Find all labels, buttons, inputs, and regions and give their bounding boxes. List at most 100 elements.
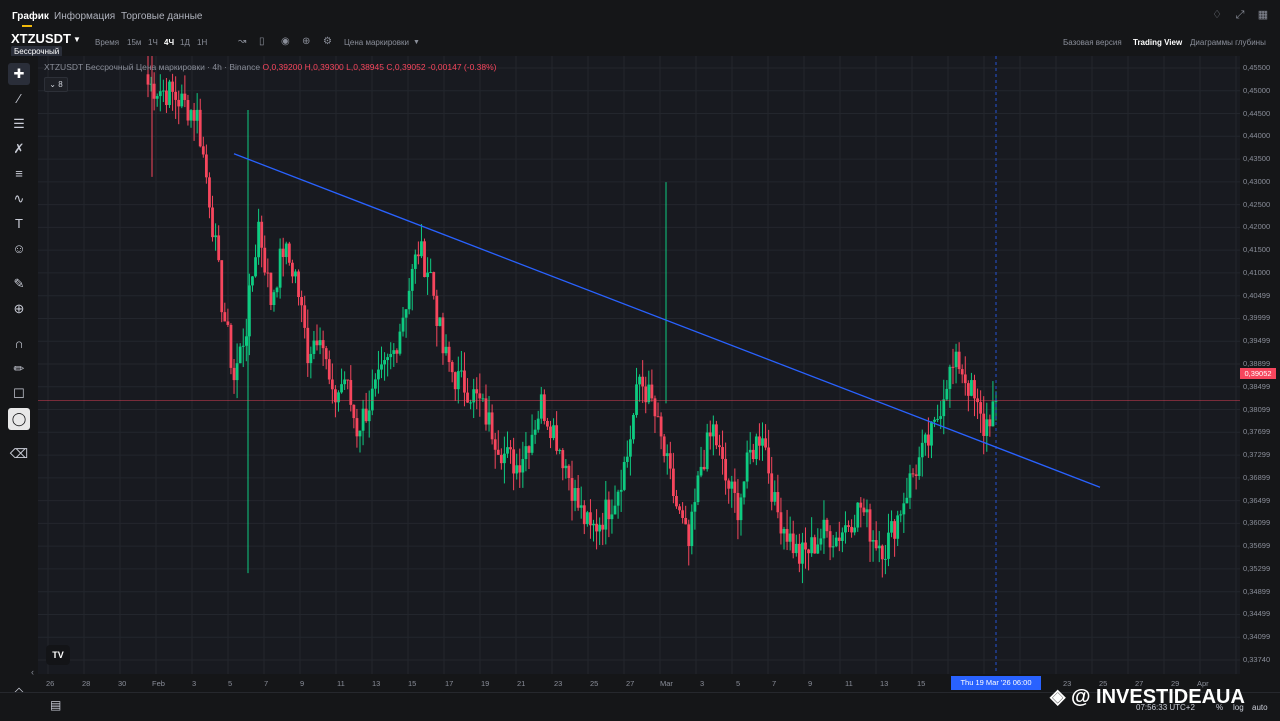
- tf-1h[interactable]: 1Ч: [148, 38, 158, 47]
- candle-body: [204, 154, 208, 178]
- tf-1d[interactable]: 1Д: [180, 38, 190, 47]
- view-tradingview[interactable]: Trading View: [1133, 38, 1183, 47]
- candle-body: [420, 241, 423, 257]
- indicators-toggle[interactable]: ⌄ 8: [44, 77, 68, 92]
- polyline-icon[interactable]: ∿: [13, 191, 25, 206]
- candle-body: [247, 285, 251, 337]
- price-source-select[interactable]: Цена маркировки: [344, 38, 409, 47]
- tab-trading-data[interactable]: Торговые данные: [121, 11, 203, 22]
- lock-icon[interactable]: ☐: [13, 386, 25, 401]
- text-icon[interactable]: T: [15, 216, 23, 231]
- candle-body: [816, 544, 820, 554]
- candle-body: [300, 297, 304, 306]
- add-icon[interactable]: ⊕: [302, 36, 311, 47]
- collapse-arrow-icon[interactable]: ‹: [31, 667, 34, 677]
- candle-body: [484, 398, 488, 425]
- candle-body: [782, 528, 786, 534]
- settings-icon[interactable]: ⚙: [323, 36, 332, 47]
- candle-body: [198, 109, 202, 147]
- calendar-icon[interactable]: ▤: [50, 698, 62, 712]
- zoom-icon[interactable]: ⊕: [13, 301, 25, 316]
- tab-chart[interactable]: График: [12, 11, 49, 22]
- trash-icon[interactable]: ⌫: [9, 446, 29, 461]
- candle-body: [260, 221, 264, 248]
- candle-body: [761, 438, 764, 446]
- candle-body: [690, 511, 694, 547]
- price-tick-label: 0,38899: [1243, 359, 1271, 368]
- ruler-icon[interactable]: ✎: [13, 276, 25, 291]
- tf-time[interactable]: Время: [95, 38, 120, 47]
- view-basic[interactable]: Базовая версия: [1063, 38, 1122, 47]
- brush-lock-icon[interactable]: ✏: [13, 361, 25, 376]
- candle-body: [281, 248, 285, 258]
- candle-body: [908, 473, 912, 498]
- candle-body: [552, 425, 555, 439]
- scale-log[interactable]: log: [1233, 703, 1244, 712]
- time-tick-label: 23: [554, 679, 563, 688]
- view-depth[interactable]: Диаграммы глубины: [1190, 38, 1266, 47]
- candle-body: [973, 380, 976, 399]
- candle-body: [208, 177, 211, 208]
- candle-body: [165, 90, 168, 106]
- candle-body: [902, 503, 906, 515]
- price-axis[interactable]: [1240, 56, 1280, 674]
- camera-icon[interactable]: ◉: [281, 36, 290, 47]
- bottom-bar: [0, 692, 1280, 721]
- tf-1w[interactable]: 1Н: [197, 38, 208, 47]
- time-axis[interactable]: [38, 674, 1240, 692]
- candle-body: [536, 418, 540, 430]
- candle-body: [416, 254, 420, 257]
- candle-body: [708, 432, 712, 437]
- candle-body: [991, 401, 995, 427]
- symbol-name[interactable]: XTZUSDT: [11, 31, 71, 46]
- top-bar: График Информация Торговые данные ♢ ⤢ ▦: [0, 0, 1280, 32]
- bell-icon[interactable]: ♢: [1212, 9, 1222, 21]
- candle-body: [530, 434, 534, 453]
- candle-body: [589, 512, 592, 526]
- crosshair-date-label: Thu 19 Mar '26 06:00: [951, 676, 1041, 690]
- tf-15m[interactable]: 15м: [127, 38, 142, 47]
- fib-icon[interactable]: ≡: [15, 166, 23, 181]
- candle-body: [318, 340, 322, 346]
- candle-body: [149, 83, 153, 85]
- active-tab-indicator: [22, 25, 32, 27]
- candle-body: [653, 398, 657, 417]
- tab-info[interactable]: Информация: [54, 11, 116, 22]
- candle-body: [659, 416, 663, 437]
- horizontal-lines-icon[interactable]: ☰: [13, 116, 25, 131]
- candle-body: [478, 393, 482, 399]
- tf-4h[interactable]: 4Ч: [164, 38, 175, 47]
- expand-icon[interactable]: ⤢: [1235, 9, 1245, 21]
- crosshair-icon[interactable]: ✚: [8, 63, 30, 85]
- scale-auto[interactable]: auto: [1252, 703, 1268, 712]
- candle-body: [942, 399, 946, 417]
- candle-type-icon[interactable]: ▯: [259, 36, 265, 47]
- emoji-icon[interactable]: ☺: [12, 241, 26, 256]
- candle-body: [315, 340, 319, 346]
- pattern-icon[interactable]: ✗: [13, 141, 25, 156]
- candle-body: [635, 384, 638, 415]
- chevron-down-icon[interactable]: ▼: [73, 35, 81, 44]
- grid-layout-icon[interactable]: ▦: [1257, 9, 1269, 21]
- indicators-icon[interactable]: ↝: [238, 36, 247, 47]
- candle-body: [592, 523, 595, 526]
- trendline-icon[interactable]: ∕: [17, 91, 21, 106]
- candle-body: [877, 545, 881, 549]
- layers-icon[interactable]: ◇: [8, 681, 30, 703]
- price-chart[interactable]: [38, 56, 1240, 674]
- candle-body: [822, 519, 826, 539]
- magnet-icon[interactable]: ∩: [14, 336, 24, 351]
- clock[interactable]: 07:56:33 UTC+2: [1136, 703, 1195, 712]
- hide-drawings-icon[interactable]: ◯: [8, 408, 30, 430]
- candle-body: [840, 532, 844, 541]
- candle-body: [644, 386, 648, 403]
- candle-body: [785, 528, 789, 542]
- scale-percent[interactable]: %: [1216, 703, 1224, 712]
- candle-body: [671, 468, 675, 496]
- time-tick-label: 27: [1135, 679, 1144, 688]
- chart-area[interactable]: [38, 56, 1240, 674]
- candle-body: [739, 497, 743, 521]
- candle-body: [850, 526, 853, 533]
- candle-body: [970, 380, 973, 396]
- chevron-down-icon[interactable]: ▼: [413, 39, 420, 46]
